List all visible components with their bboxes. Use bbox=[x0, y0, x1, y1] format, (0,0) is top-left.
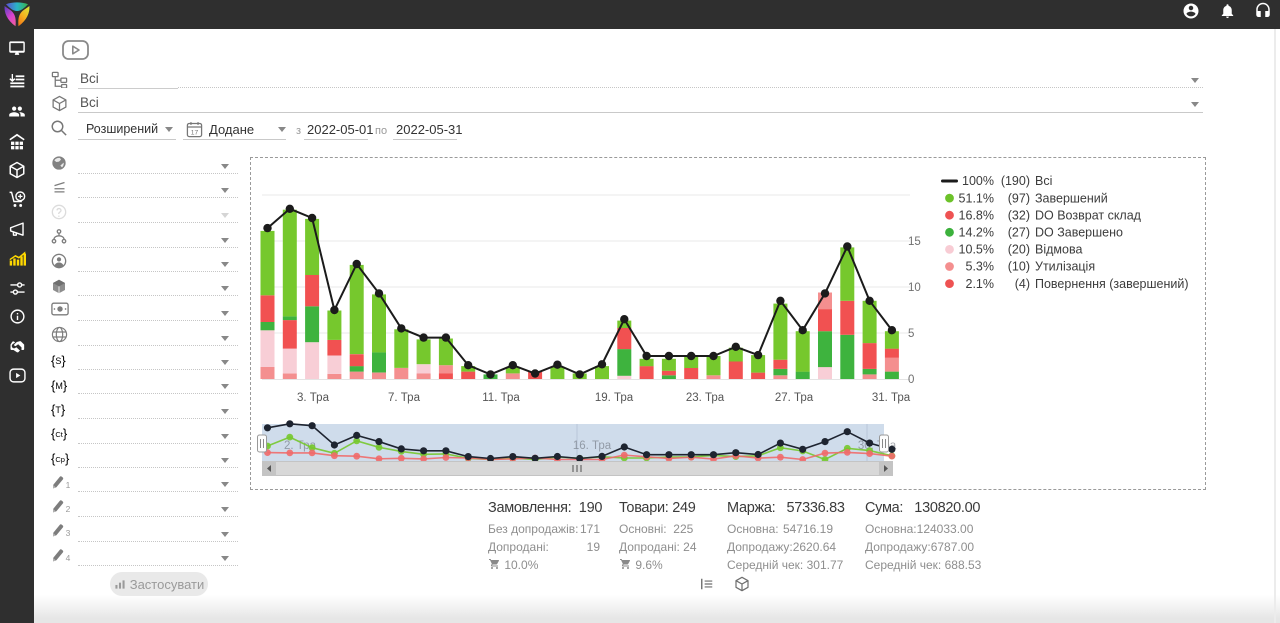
svg-text:(4): (4) bbox=[1015, 277, 1030, 291]
svg-text:0: 0 bbox=[908, 374, 914, 386]
svg-text:14.2%: 14.2% bbox=[959, 226, 994, 240]
svg-text:16. Тра: 16. Тра bbox=[573, 440, 612, 452]
svg-text:5.3%: 5.3% bbox=[966, 260, 995, 274]
svg-text:10.5%: 10.5% bbox=[959, 243, 994, 257]
svg-text:Всі: Всі bbox=[1035, 174, 1052, 188]
svg-text:19. Тра: 19. Тра bbox=[595, 392, 634, 404]
svg-text:11. Тра: 11. Тра bbox=[482, 392, 520, 404]
svg-text:(190): (190) bbox=[1001, 174, 1030, 188]
svg-text:2.1%: 2.1% bbox=[966, 277, 995, 291]
svg-text:15: 15 bbox=[908, 236, 921, 248]
svg-text:16.8%: 16.8% bbox=[959, 208, 994, 222]
svg-text:17: 17 bbox=[191, 129, 199, 136]
svg-text:2: 2 bbox=[66, 504, 71, 514]
svg-text:(10): (10) bbox=[1008, 260, 1030, 274]
svg-text:23. Тра: 23. Тра bbox=[686, 392, 725, 404]
svg-text:2. Тра: 2. Тра bbox=[284, 440, 317, 452]
svg-text:Завершений: Завершений bbox=[1035, 191, 1108, 205]
svg-text:Повернення (завершений): Повернення (завершений) bbox=[1035, 277, 1189, 291]
svg-text:100%: 100% bbox=[962, 174, 994, 188]
svg-text:Відмова: Відмова bbox=[1035, 243, 1082, 257]
svg-text:3: 3 bbox=[66, 528, 71, 538]
svg-text:(32): (32) bbox=[1008, 208, 1030, 222]
svg-text:31. Тра: 31. Тра bbox=[872, 392, 911, 404]
svg-text:10: 10 bbox=[908, 282, 921, 294]
svg-text:(20): (20) bbox=[1008, 243, 1030, 257]
svg-text:(27): (27) bbox=[1008, 226, 1030, 240]
svg-text:1: 1 bbox=[66, 480, 71, 490]
svg-text:51.1%: 51.1% bbox=[959, 191, 994, 205]
svg-text:27. Тра: 27. Тра bbox=[775, 392, 814, 404]
svg-text:5: 5 bbox=[908, 328, 914, 340]
svg-text:Утилізація: Утилізація bbox=[1035, 260, 1095, 274]
svg-text:DO Завершено: DO Завершено bbox=[1035, 226, 1123, 240]
svg-text:3. Тра: 3. Тра bbox=[297, 392, 330, 404]
svg-text:DO Возврат склад: DO Возврат склад bbox=[1035, 208, 1142, 222]
svg-text:(97): (97) bbox=[1008, 191, 1030, 205]
svg-text:7. Тра: 7. Тра bbox=[388, 392, 421, 404]
svg-text:4: 4 bbox=[66, 553, 71, 563]
